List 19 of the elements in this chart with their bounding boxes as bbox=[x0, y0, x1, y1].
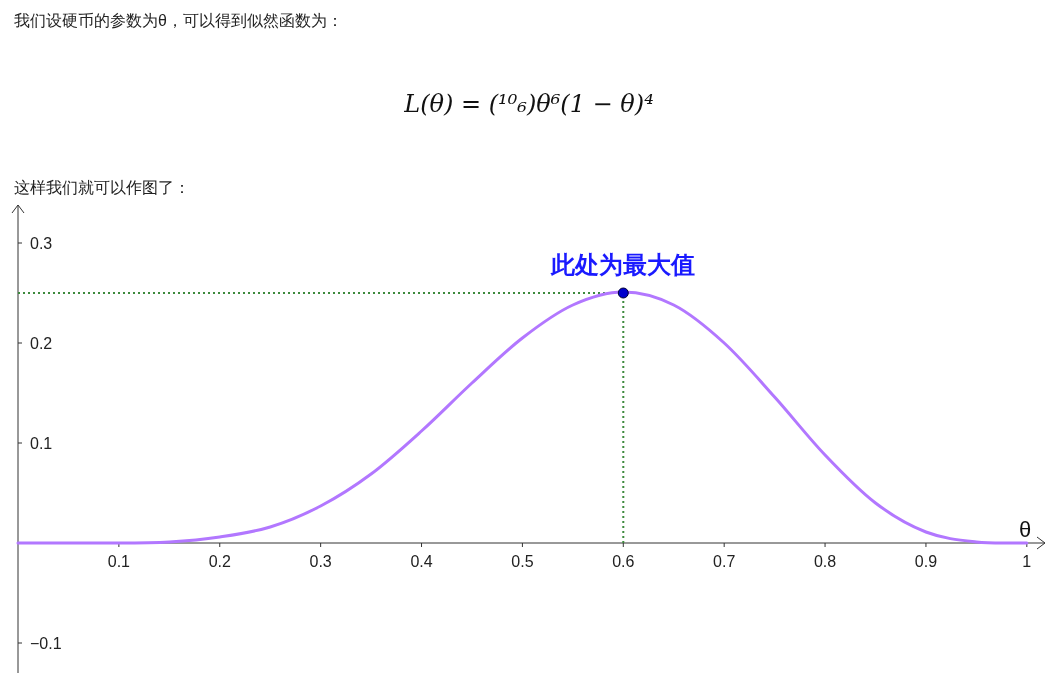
x-tick-label: 0.5 bbox=[511, 553, 534, 570]
annotation: 此处为最大值 bbox=[550, 251, 696, 278]
x-tick-label: 0.4 bbox=[410, 553, 433, 570]
y-tick-label: −0.1 bbox=[30, 635, 62, 652]
text: 这样我们就可以作图了： bbox=[14, 179, 190, 196]
x-tick-label: 1 bbox=[1022, 553, 1032, 570]
chart-title: 我们设硬币的参数为θ，可以得到似然函数为： bbox=[14, 12, 343, 29]
x-tick-label: 0.2 bbox=[208, 553, 231, 570]
y-tick-label: 0.1 bbox=[30, 435, 53, 452]
x-tick-label: 0.3 bbox=[309, 553, 332, 570]
x-tick-label: 0.9 bbox=[914, 553, 938, 570]
y-tick-label: 0.2 bbox=[30, 335, 53, 352]
x-axis-title: θ bbox=[1018, 517, 1032, 542]
x-tick-label: 0.8 bbox=[813, 553, 837, 570]
x-tick-label: 0.6 bbox=[612, 553, 635, 570]
x-tick-label: 0.1 bbox=[107, 553, 131, 570]
x-tick-label: 0.7 bbox=[713, 553, 736, 570]
y-tick-label: 0.3 bbox=[30, 235, 53, 252]
chart-subtitle: L(θ) = (¹⁰₆)θ⁶(1 − θ)⁴ bbox=[403, 90, 654, 118]
